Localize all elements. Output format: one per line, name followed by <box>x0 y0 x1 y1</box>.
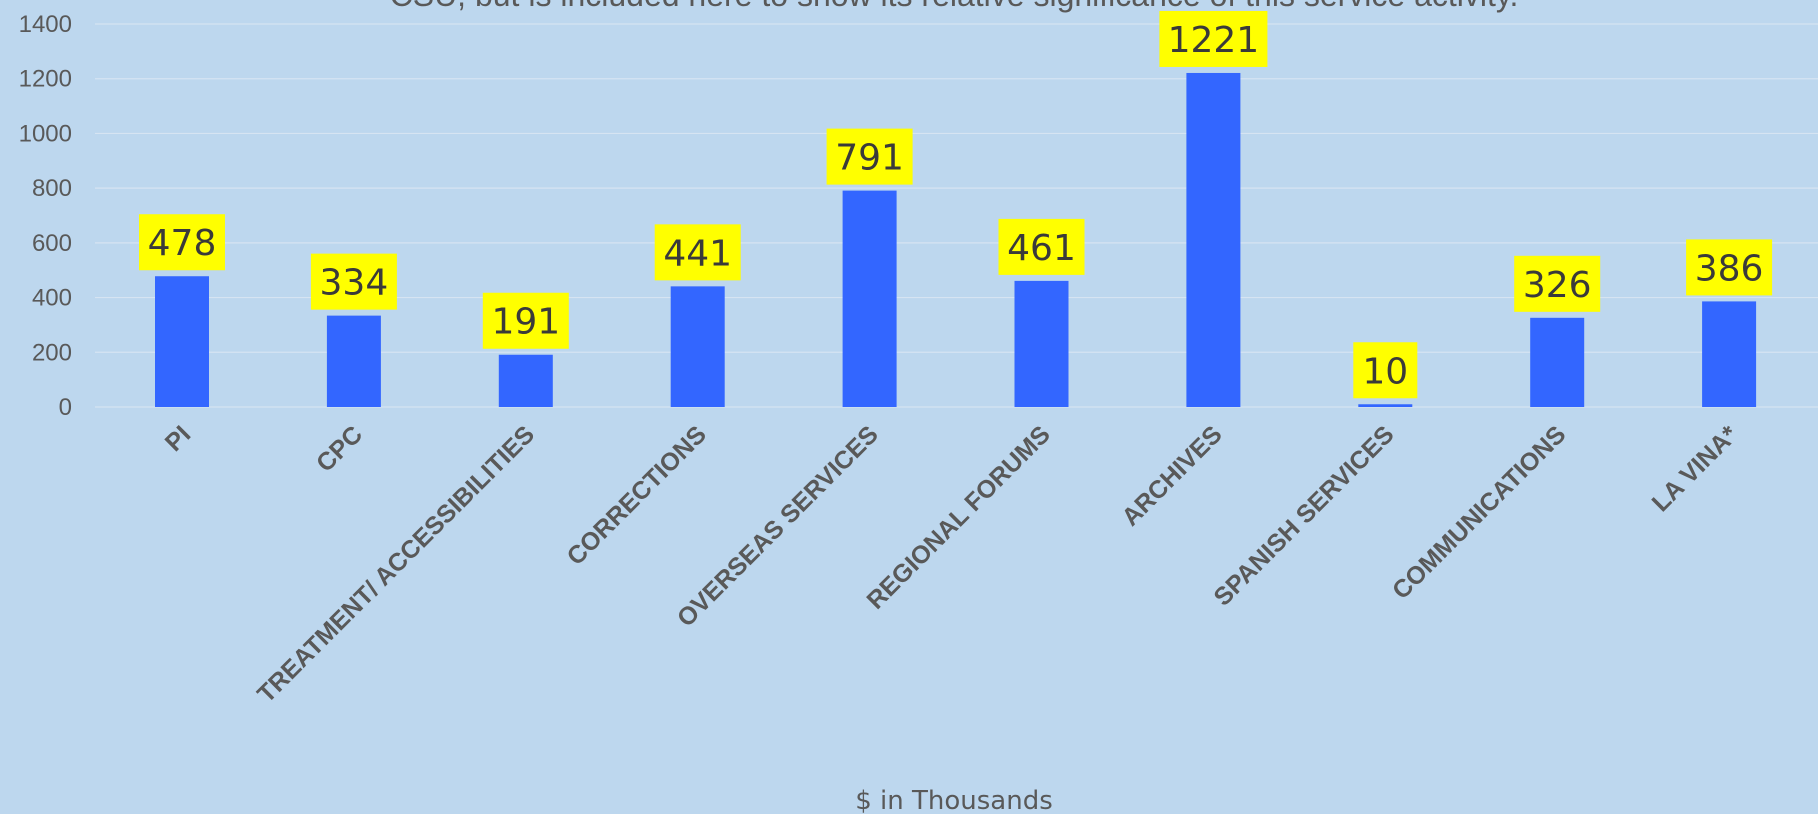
data-label: 191 <box>491 302 560 343</box>
y-tick-label: 0 <box>59 394 72 421</box>
y-tick-label: 400 <box>32 285 72 312</box>
chart-subtitle: CSU, but is included here to show its re… <box>390 0 1519 13</box>
y-tick-label: 1000 <box>19 120 72 147</box>
bar <box>155 276 209 407</box>
data-label: 334 <box>320 263 389 304</box>
category-label: REGIONAL FORUMS <box>861 420 1055 614</box>
y-tick-label: 800 <box>32 175 72 202</box>
bar <box>498 354 553 407</box>
bar <box>326 315 381 407</box>
data-label: 791 <box>835 138 904 179</box>
bar <box>1702 301 1757 407</box>
data-label: 441 <box>663 233 732 274</box>
y-tick-label: 1400 <box>19 11 72 38</box>
category-label: SPANISH SERVICES <box>1208 420 1399 611</box>
data-label: 386 <box>1695 248 1764 289</box>
data-label-background <box>1686 239 1773 296</box>
category-label: LA VINA* <box>1647 420 1744 517</box>
data-label-background <box>1353 342 1418 399</box>
bars <box>155 72 1757 407</box>
data-label-background <box>998 218 1085 275</box>
data-label-background <box>1514 255 1601 312</box>
y-tick-label: 200 <box>32 339 72 366</box>
data-label: 1221 <box>1168 20 1260 61</box>
category-label: TREATMENT/ ACCESSIBILITIES <box>252 420 540 708</box>
category-label: COMMUNICATIONS <box>1387 420 1571 604</box>
bar <box>1014 280 1069 407</box>
data-label-background <box>310 253 397 310</box>
category-label: OVERSEAS SERVICES <box>672 420 884 632</box>
bar <box>1358 404 1413 407</box>
bar <box>1186 72 1241 407</box>
bar <box>1530 317 1585 407</box>
data-label: 478 <box>148 223 217 264</box>
category-label: PI <box>160 420 197 457</box>
y-tick-label: 1200 <box>19 66 72 93</box>
category-label: CORRECTIONS <box>562 420 712 570</box>
category-label: ARCHIVES <box>1116 420 1227 531</box>
data-label: 461 <box>1007 228 1076 269</box>
data-labels: 478 334 191 441 791 461 1221 10 326 386 <box>139 10 1773 399</box>
y-tick-label: 600 <box>32 230 72 257</box>
data-label-background <box>826 128 913 185</box>
data-label-background <box>1159 10 1268 67</box>
data-label-background <box>654 224 741 281</box>
data-label-background <box>482 292 569 349</box>
x-axis-title: $ in Thousands <box>855 786 1053 814</box>
y-axis-ticks: 0 200 400 600 800 1000 1200 1400 <box>19 11 72 421</box>
bar <box>670 286 725 407</box>
data-label: 326 <box>1523 265 1592 306</box>
data-label-background <box>139 214 225 271</box>
category-label: CPC <box>311 420 368 477</box>
data-label: 10 <box>1362 351 1408 392</box>
bar <box>842 190 897 407</box>
